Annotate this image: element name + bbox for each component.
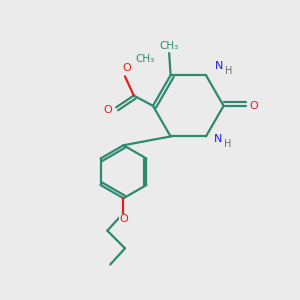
Text: CH₃: CH₃ bbox=[135, 54, 154, 64]
Text: N: N bbox=[214, 134, 222, 144]
Text: O: O bbox=[119, 214, 128, 224]
Text: H: H bbox=[224, 139, 231, 149]
Text: O: O bbox=[122, 63, 131, 73]
Text: O: O bbox=[103, 105, 112, 115]
Text: CH₃: CH₃ bbox=[160, 41, 179, 51]
Text: O: O bbox=[250, 101, 258, 111]
Text: N: N bbox=[215, 61, 224, 71]
Text: H: H bbox=[225, 66, 233, 76]
